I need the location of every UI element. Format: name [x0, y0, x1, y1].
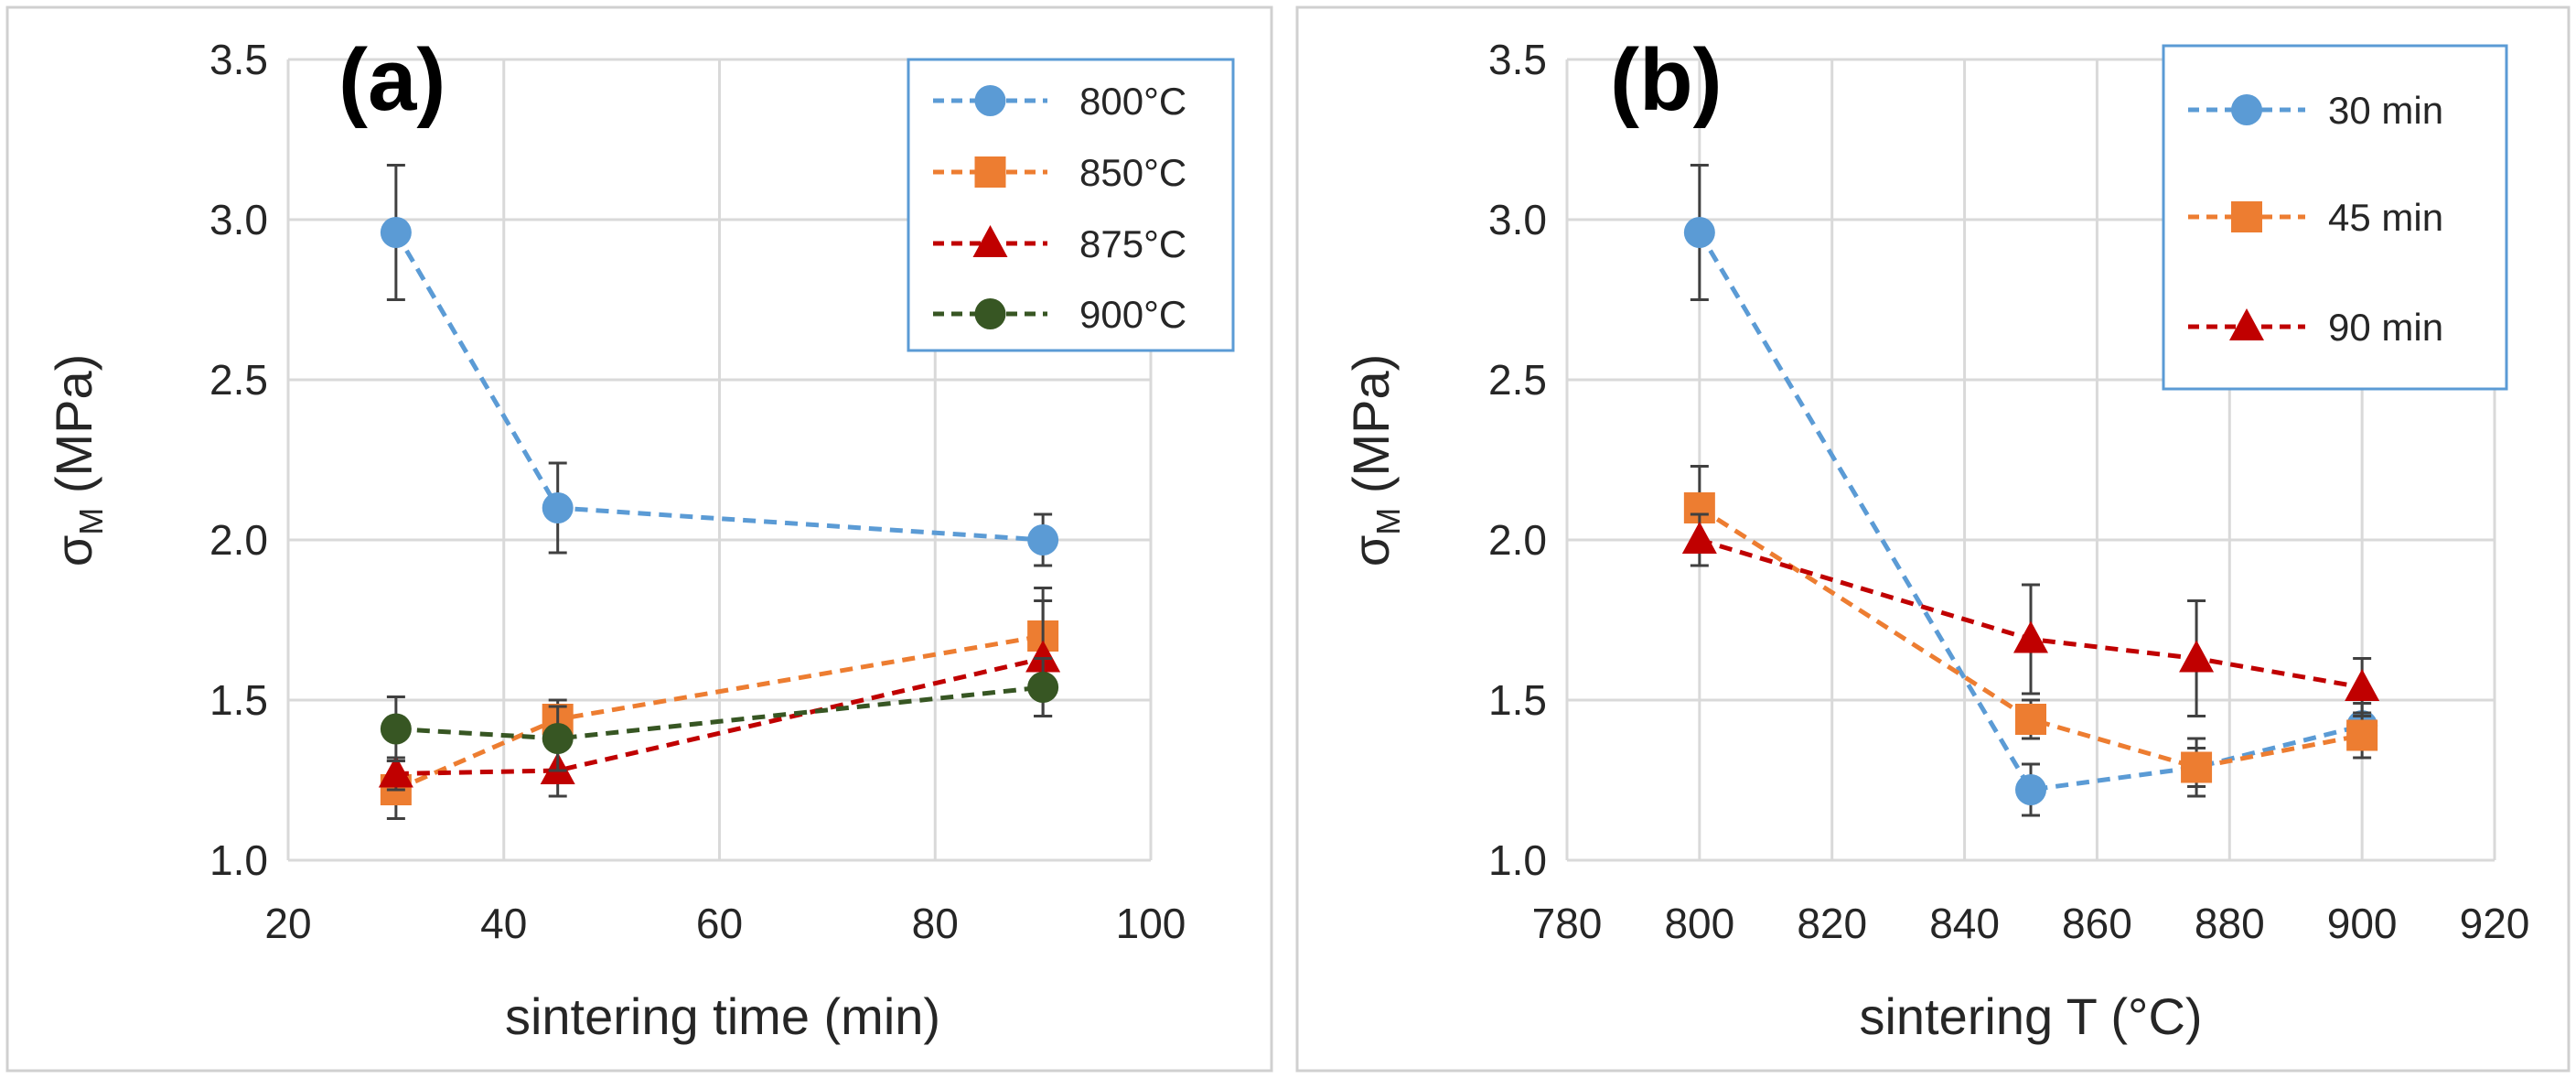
y-axis-label-unit: (MPa) — [1342, 354, 1400, 508]
y-axis-label: σM (MPa) — [1342, 354, 1407, 567]
legend-marker — [974, 156, 1006, 188]
legend-marker — [2229, 308, 2264, 340]
series-900-c — [380, 657, 1059, 772]
y-tick-label: 3.5 — [209, 36, 268, 83]
legend-box — [907, 58, 1235, 352]
legend-marker — [2231, 94, 2262, 125]
series-line — [395, 685, 1044, 741]
data-point — [380, 217, 412, 248]
x-tick-label: 900 — [2327, 900, 2398, 947]
data-point — [2013, 620, 2048, 653]
y-tick-label: 3.5 — [1488, 36, 1547, 83]
legend-label: 800°C — [1079, 80, 1186, 123]
y-tick-label: 1.0 — [209, 836, 268, 884]
y-tick-label: 2.0 — [1488, 516, 1547, 564]
y-tick-label: 2.0 — [209, 516, 268, 564]
chart-panel-b: 1.0 1.5 2.0 2.5 3.0 3.5 780 800 820 840 860 880 900 9… — [1295, 5, 2571, 1073]
data-point — [1027, 524, 1059, 555]
x-tick-label: 20 — [264, 900, 311, 947]
data-point — [1681, 522, 1717, 554]
y-axis-label-subscript: M — [1369, 508, 1407, 535]
y-tick-label: 2.5 — [1488, 356, 1547, 404]
y-tick-label: 1.5 — [1488, 676, 1547, 724]
series-line — [1699, 537, 2363, 690]
data-point — [542, 492, 574, 523]
x-tick-label: 840 — [1929, 900, 2000, 947]
legend-label: 30 min — [2328, 89, 2443, 132]
x-axis-label: sintering time (min) — [505, 987, 940, 1045]
series-800-c — [380, 164, 1059, 567]
legend-marker — [974, 85, 1006, 116]
x-tick-label: 820 — [1797, 900, 1867, 947]
legend-marker — [974, 298, 1006, 329]
legend-label: 45 min — [2328, 196, 2443, 239]
legend-marker — [2231, 201, 2262, 232]
series-line — [1698, 505, 2363, 771]
legend-box — [2162, 44, 2508, 391]
series-90-min — [1681, 512, 2380, 717]
panel-label: (a) — [338, 31, 445, 129]
data-point — [1027, 672, 1059, 703]
y-axis-label-symbol: σ — [1342, 535, 1400, 567]
legend: 800°C 850°C 875°C 900°C — [907, 58, 1235, 352]
x-tick-label: 920 — [2460, 900, 2530, 947]
y-tick-label: 1.5 — [209, 676, 268, 724]
y-tick-label: 3.0 — [1488, 196, 1547, 243]
panel-label: (b) — [1610, 31, 1723, 129]
chart-panel-a: 1.0 1.5 2.0 2.5 3.0 3.5 20 40 60 80 100 sintering t… — [5, 5, 1273, 1073]
y-axis-label-unit: (MPa) — [45, 354, 102, 508]
data-point — [2181, 751, 2213, 783]
x-tick-label: 780 — [1532, 900, 1603, 947]
legend-marker — [972, 225, 1008, 257]
data-point — [2179, 640, 2215, 673]
x-tick-label: 40 — [480, 900, 527, 947]
legend-label: 900°C — [1079, 293, 1186, 336]
data-point — [2015, 774, 2046, 805]
x-tick-label: 800 — [1664, 900, 1734, 947]
legend-label: 850°C — [1079, 151, 1186, 194]
data-point — [380, 713, 412, 745]
data-point — [2345, 669, 2380, 701]
legend-label: 875°C — [1079, 222, 1186, 265]
data-point — [2015, 704, 2046, 735]
y-axis-label: σM (MPa) — [45, 354, 110, 567]
y-axis-label-subscript: M — [72, 508, 110, 535]
legend: 30 min 45 min 90 min — [2162, 44, 2508, 391]
y-tick-label: 3.0 — [209, 196, 268, 243]
y-tick-label: 2.5 — [209, 356, 268, 404]
x-tick-label: 80 — [912, 900, 959, 947]
x-tick-label: 100 — [1116, 900, 1186, 947]
data-point — [378, 755, 413, 788]
legend-label: 90 min — [2328, 306, 2443, 349]
data-point — [2346, 719, 2378, 751]
data-point — [542, 723, 574, 754]
x-tick-label: 880 — [2195, 900, 2265, 947]
y-tick-label: 1.0 — [1488, 836, 1547, 884]
x-tick-label: 860 — [2062, 900, 2132, 947]
series-line — [395, 656, 1044, 776]
y-axis-label-symbol: σ — [45, 535, 102, 567]
x-axis-label: sintering T (°C) — [1859, 987, 2202, 1045]
data-point — [1683, 217, 1715, 248]
x-tick-label: 60 — [696, 900, 743, 947]
series-line — [1697, 231, 2363, 792]
data-point — [1025, 640, 1061, 673]
